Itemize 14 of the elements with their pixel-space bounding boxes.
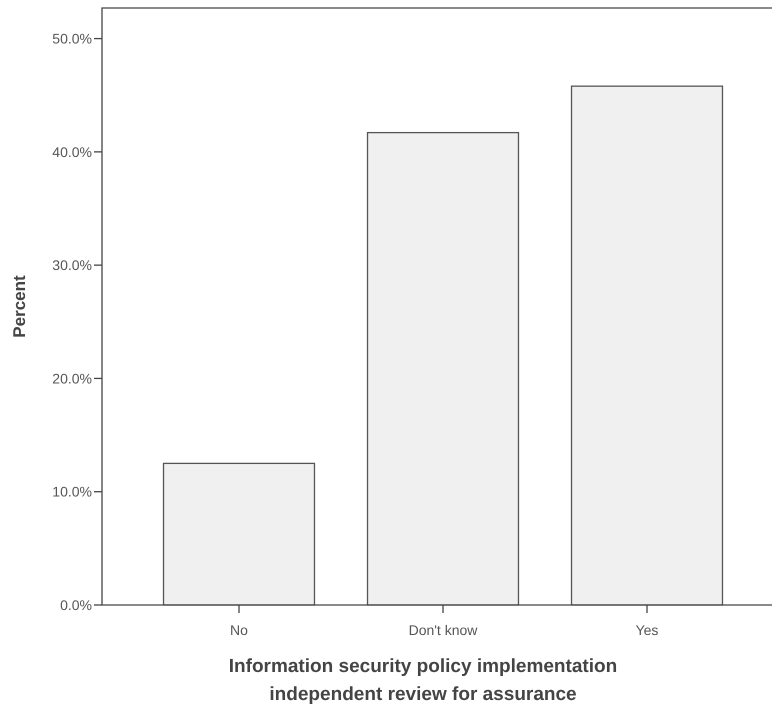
x-tick-label: No [230,622,248,638]
bar [366,132,520,606]
bar [162,462,316,606]
y-tick-label: 0.0% [60,596,92,613]
y-tick-label: 50.0% [52,30,92,46]
x-axis-title: Information security policy implementation independent review for assurance [228,656,618,705]
x-tick-label: Don't know [408,622,478,638]
y-tick-label: 10.0% [52,484,92,500]
bar [570,86,724,606]
y-tick-label: 30.0% [52,257,92,274]
x-tick-label: Yes [636,622,658,638]
y-tick-label: 40.0% [52,144,92,160]
y-tick-label: 20.0% [52,370,92,386]
y-axis-title: Percent [10,274,29,338]
